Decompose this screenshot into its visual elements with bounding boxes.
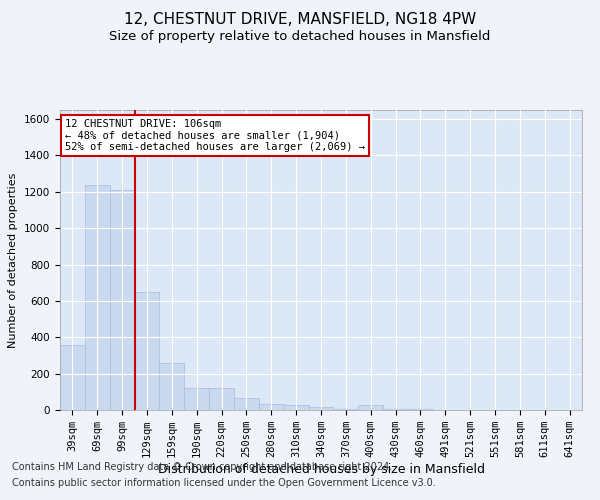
X-axis label: Distribution of detached houses by size in Mansfield: Distribution of detached houses by size … bbox=[157, 463, 485, 476]
Bar bbox=[160, 362, 184, 410]
Bar bbox=[134, 292, 160, 410]
Y-axis label: Number of detached properties: Number of detached properties bbox=[8, 172, 19, 348]
Bar bbox=[259, 404, 284, 410]
Bar bbox=[110, 190, 134, 410]
Bar bbox=[209, 388, 234, 410]
Bar bbox=[358, 404, 383, 410]
Text: Contains public sector information licensed under the Open Government Licence v3: Contains public sector information licen… bbox=[12, 478, 436, 488]
Text: Contains HM Land Registry data © Crown copyright and database right 2024.: Contains HM Land Registry data © Crown c… bbox=[12, 462, 392, 472]
Bar bbox=[334, 408, 358, 410]
Text: Size of property relative to detached houses in Mansfield: Size of property relative to detached ho… bbox=[109, 30, 491, 43]
Bar bbox=[60, 344, 85, 410]
Text: 12, CHESTNUT DRIVE, MANSFIELD, NG18 4PW: 12, CHESTNUT DRIVE, MANSFIELD, NG18 4PW bbox=[124, 12, 476, 28]
Text: 12 CHESTNUT DRIVE: 106sqm
← 48% of detached houses are smaller (1,904)
52% of se: 12 CHESTNUT DRIVE: 106sqm ← 48% of detac… bbox=[65, 119, 365, 152]
Bar bbox=[308, 408, 334, 410]
Bar bbox=[284, 406, 308, 410]
Bar bbox=[234, 398, 259, 410]
Bar bbox=[184, 388, 209, 410]
Bar bbox=[383, 408, 408, 410]
Bar bbox=[85, 184, 110, 410]
